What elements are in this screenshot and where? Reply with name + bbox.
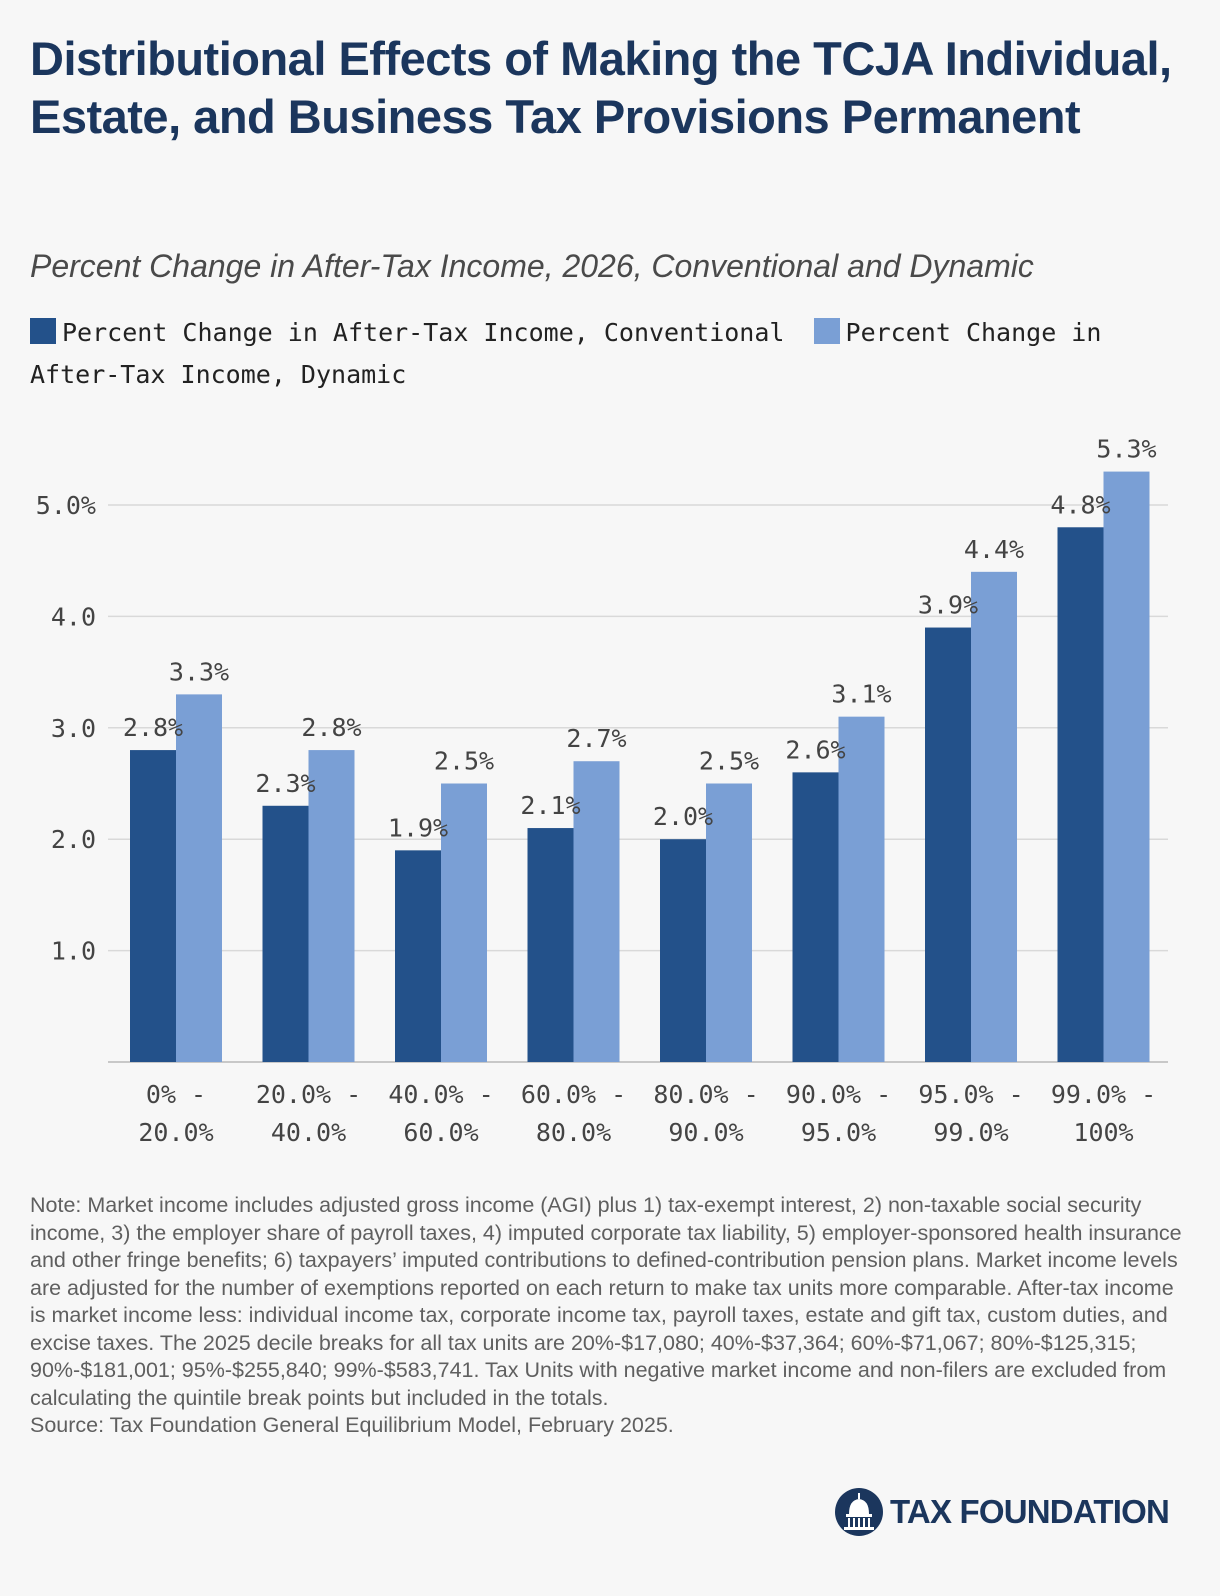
x-tick-label: 80.0% xyxy=(536,1118,611,1147)
x-tick-label: 40.0% - xyxy=(388,1080,493,1109)
data-label-conventional: 4.8% xyxy=(1050,490,1110,519)
data-label-conventional: 3.9% xyxy=(918,591,978,620)
y-axis-ticks: 1.0 2.0 3.0 4.0 5.0% xyxy=(36,491,96,966)
x-tick-label: 60.0% xyxy=(403,1118,478,1147)
y-tick-label: 5.0% xyxy=(36,491,96,520)
bar-conventional xyxy=(130,750,176,1062)
data-label-dynamic: 2.5% xyxy=(699,747,759,776)
x-tick-label: 20.0% xyxy=(138,1118,213,1147)
data-label-dynamic: 2.8% xyxy=(301,713,361,742)
legend-swatch-conventional xyxy=(30,318,56,344)
legend-item-dynamic: Percent Change in After-Tax Income, Dyna… xyxy=(30,318,1101,389)
x-tick-label: 99.0% xyxy=(933,1118,1008,1147)
legend-item-conventional: Percent Change in After-Tax Income, Conv… xyxy=(30,318,784,347)
bar-dynamic xyxy=(1103,471,1150,1062)
data-label-dynamic: 2.7% xyxy=(566,724,626,753)
data-label-conventional: 2.1% xyxy=(520,791,580,820)
x-tick-label: 20.0% - xyxy=(256,1080,361,1109)
note-text: Note: Market income includes adjusted gr… xyxy=(30,1193,1182,1410)
data-label-conventional: 1.9% xyxy=(388,813,448,842)
bar-dynamic xyxy=(706,783,752,1062)
x-tick-label: 90.0% xyxy=(668,1118,743,1147)
data-label-conventional: 2.0% xyxy=(653,802,713,831)
legend-swatch-dynamic xyxy=(813,318,840,344)
x-tick-label: 95.0% xyxy=(801,1118,876,1147)
x-axis-ticks: 0% - 20.0% 20.0% - 40.0% 40.0% - 60.0% 60.0% -… xyxy=(138,1080,1156,1147)
y-tick-label: 4.0 xyxy=(51,602,96,631)
legend-label-dynamic: Percent Change in After-Tax Income, Dyna… xyxy=(30,318,1102,389)
x-tick-label: 99.0% - xyxy=(1051,1080,1156,1109)
x-tick-label: 60.0% - xyxy=(521,1080,626,1109)
capitol-dome-icon xyxy=(835,1488,883,1536)
x-tick-label: 80.0% - xyxy=(653,1080,758,1109)
bar-conventional xyxy=(262,805,309,1062)
legend-label-conventional: Percent Change in After-Tax Income, Conv… xyxy=(62,318,785,347)
source-text: Source: Tax Foundation General Equilibri… xyxy=(30,1413,674,1437)
bar-dynamic xyxy=(971,571,1017,1062)
bar-conventional xyxy=(792,772,839,1062)
x-tick-label: 40.0% xyxy=(271,1118,346,1147)
chart-subtitle: Percent Change in After-Tax Income, 2026… xyxy=(30,248,1034,284)
data-label-dynamic: 3.3% xyxy=(169,657,229,686)
bar-conventional xyxy=(660,839,706,1062)
data-label-conventional: 2.8% xyxy=(123,713,183,742)
bar-conventional xyxy=(1057,527,1104,1062)
chart-legend: Percent Change in After-Tax Income, Conv… xyxy=(30,312,1180,396)
tax-foundation-logo: TAX FOUNDATION xyxy=(834,1486,1170,1538)
bar-conventional xyxy=(527,828,574,1062)
data-label-dynamic: 4.4% xyxy=(964,535,1024,564)
bar-conventional xyxy=(395,850,441,1062)
bars xyxy=(130,471,1150,1062)
data-label-dynamic: 2.5% xyxy=(434,747,494,776)
x-tick-label: 90.0% - xyxy=(786,1080,891,1109)
data-label-dynamic: 5.3% xyxy=(1096,435,1156,464)
bar-dynamic xyxy=(441,783,487,1062)
data-label-dynamic: 3.1% xyxy=(831,680,891,709)
bar-dynamic xyxy=(573,761,620,1062)
bar-dynamic xyxy=(838,716,885,1062)
x-tick-label: 0% - xyxy=(146,1080,206,1109)
logo-text: TAX FOUNDATION xyxy=(890,1493,1170,1530)
bar-conventional xyxy=(925,627,971,1062)
data-label-conventional: 2.3% xyxy=(255,769,315,798)
x-tick-label: 95.0% - xyxy=(918,1080,1023,1109)
bar-chart: 1.0 2.0 3.0 4.0 5.0% 2.8% 3.3% 2.3% 2.8% 1.9% 2.5… xyxy=(36,435,1168,1147)
x-tick-label: 100% xyxy=(1073,1118,1133,1147)
y-tick-label: 3.0 xyxy=(51,714,96,743)
bar-dynamic xyxy=(176,694,222,1062)
data-label-conventional: 2.6% xyxy=(785,735,845,764)
y-tick-label: 2.0 xyxy=(51,825,96,854)
y-tick-label: 1.0 xyxy=(51,937,96,966)
chart-title: Distributional Effects of Making the TCJ… xyxy=(30,32,1172,143)
chart-note: Note: Market income includes adjusted gr… xyxy=(30,1192,1190,1440)
data-labels: 2.8% 3.3% 2.3% 2.8% 1.9% 2.5% 2.1% 2.7% 2.0% 2.5%… xyxy=(123,435,1157,843)
bar-dynamic xyxy=(308,750,355,1062)
